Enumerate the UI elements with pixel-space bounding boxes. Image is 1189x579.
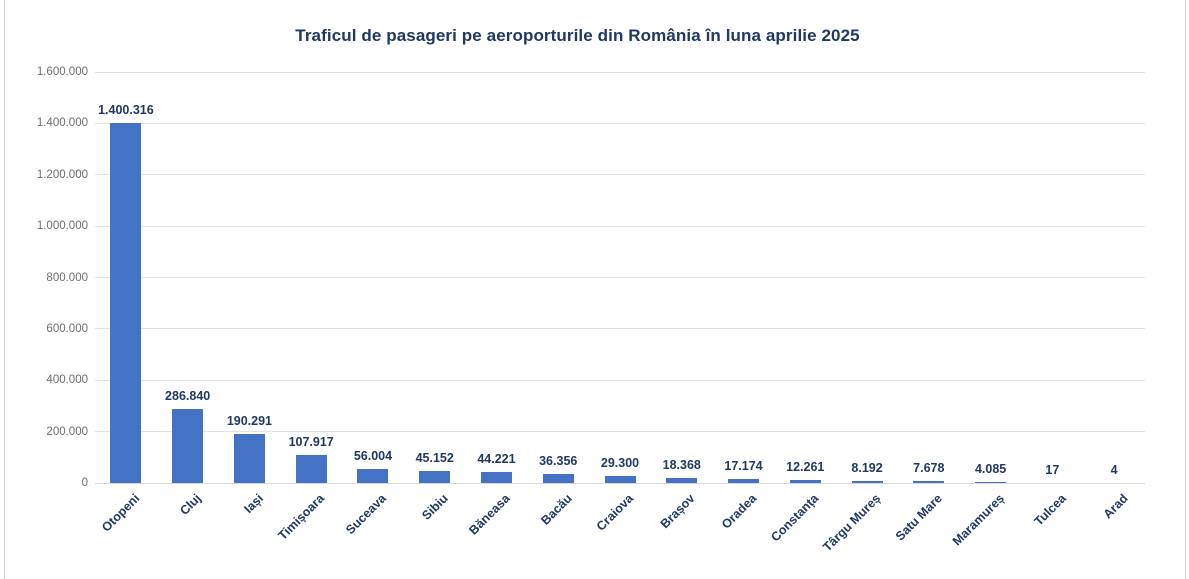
- gridline: [95, 431, 1145, 433]
- bar-satu-mare: [913, 481, 945, 483]
- bar-brașov: [666, 478, 698, 483]
- bar-value-label: 4: [1110, 463, 1118, 477]
- category-label: Bacău: [538, 491, 575, 528]
- y-tick-label: 1.200.000: [36, 168, 88, 181]
- bar-value-label: 17: [1045, 463, 1060, 477]
- gridline: [95, 174, 1145, 176]
- category-label: Arad: [1100, 491, 1131, 522]
- y-tick-label: 0: [81, 477, 88, 489]
- bar-value-label: 107.917: [288, 435, 334, 450]
- bar-bacău: [542, 473, 574, 483]
- gridline: [95, 71, 1145, 73]
- category-label: Timișoara: [275, 491, 328, 543]
- bar-otopeni: [110, 123, 142, 483]
- category-label: Târgu Mureș: [820, 491, 884, 555]
- y-tick-label: 200.000: [46, 425, 88, 438]
- bar-constanța: [789, 479, 821, 483]
- bar-târgu-mureș: [851, 480, 883, 483]
- category-label: Iași: [240, 491, 266, 516]
- y-tick-label: 600.000: [46, 322, 88, 335]
- gridline: [95, 277, 1145, 278]
- y-tick-label: 1.400.000: [36, 117, 88, 130]
- category-label: Sibiu: [419, 491, 451, 523]
- bar-băneasa: [480, 471, 512, 483]
- gridline: [95, 379, 1145, 381]
- category-label: Otopeni: [98, 491, 143, 535]
- category-label: Craiova: [593, 491, 637, 534]
- bar-value-label: 4.085: [974, 462, 1007, 476]
- bar-value-label: 1.400.316: [98, 103, 154, 118]
- gridline: [95, 122, 1145, 124]
- bar-value-label: 18.368: [662, 458, 701, 473]
- category-label: Satu Mare: [892, 491, 946, 544]
- category-label: Oradea: [719, 491, 760, 532]
- gridline: [95, 225, 1145, 227]
- bar-value-label: 12.261: [786, 459, 825, 474]
- bar-value-label: 190.291: [226, 414, 272, 429]
- bar-value-label: 286.840: [165, 389, 211, 404]
- bar-value-label: 44.221: [477, 451, 516, 466]
- bar-maramureș: [975, 482, 1007, 483]
- bar-value-label: 29.300: [600, 455, 640, 470]
- bar-suceava: [357, 468, 389, 483]
- bar-value-label: 17.174: [724, 458, 763, 473]
- bar-value-label: 7.678: [913, 461, 945, 475]
- bar-iași: [233, 434, 265, 483]
- category-label: Suceava: [343, 491, 390, 538]
- window-edge-right: [1185, 0, 1186, 579]
- category-label: Băneasa: [466, 491, 513, 538]
- bar-value-label: 45.152: [415, 451, 454, 466]
- category-label: Constanța: [768, 491, 822, 545]
- y-tick-label: 1.000.000: [36, 220, 88, 233]
- gridline: [95, 328, 1145, 330]
- window-edge-left: [4, 0, 5, 579]
- bar-sibiu: [419, 471, 451, 483]
- chart-title: Traficul de pasageri pe aeroporturile di…: [295, 26, 860, 45]
- category-label: Tulcea: [1031, 491, 1069, 529]
- x-axis-baseline: [95, 482, 1145, 484]
- bar-value-label: 36.356: [539, 453, 578, 468]
- bar-timișoara: [295, 455, 327, 483]
- bar-value-label: 56.004: [353, 448, 393, 463]
- bar-oradea: [728, 478, 760, 483]
- y-tick-label: 1.600.000: [36, 66, 88, 78]
- bar-cluj: [172, 409, 204, 483]
- category-label: Brașov: [658, 491, 698, 532]
- y-tick-label: 400.000: [46, 374, 88, 387]
- category-label: Cluj: [177, 491, 204, 518]
- y-tick-label: 800.000: [46, 271, 88, 284]
- bar-value-label: 8.192: [851, 460, 883, 475]
- category-label: Maramureș: [949, 491, 1007, 549]
- bar-craiova: [604, 475, 636, 483]
